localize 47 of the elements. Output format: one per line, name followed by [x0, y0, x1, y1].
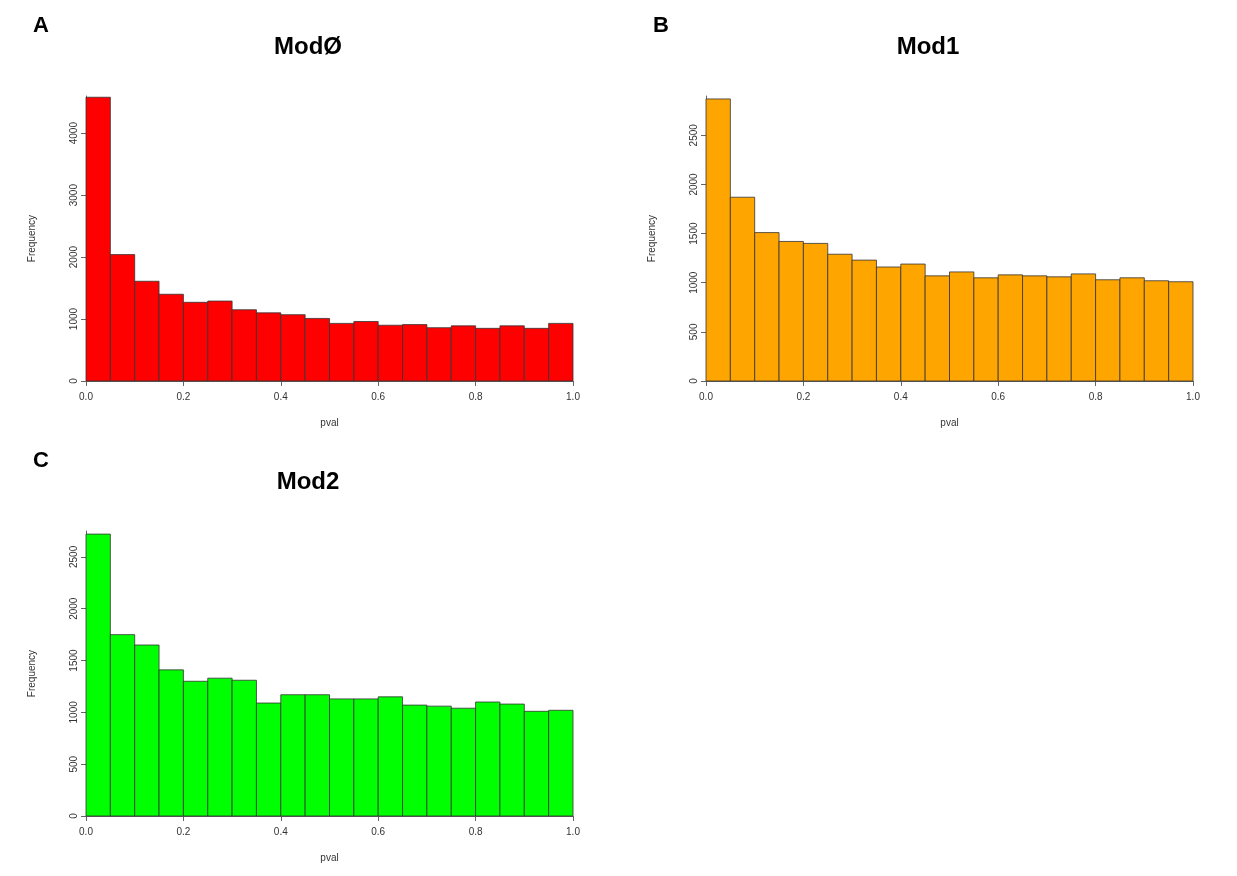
- x-tick-label: 1.0: [566, 390, 581, 402]
- y-tick-label: 4000: [67, 121, 79, 145]
- x-tick-label: 0.0: [79, 390, 94, 402]
- x-tick-label: 0.0: [699, 390, 714, 402]
- x-tick-label: 0.2: [176, 825, 191, 837]
- y-axis-title: Frequency: [25, 214, 37, 263]
- x-tick-label: 0.6: [371, 390, 386, 402]
- x-tick-label: 0.2: [796, 390, 811, 402]
- y-tick-label: 0: [67, 377, 79, 384]
- y-tick-label: 1000: [67, 307, 79, 331]
- x-tick-label: 0.2: [176, 390, 191, 402]
- x-tick-label: 0.4: [273, 390, 289, 402]
- chart-title: ModØ: [274, 31, 342, 59]
- x-tick-label: 1.0: [1186, 390, 1201, 402]
- x-tick-label: 1.0: [566, 825, 581, 837]
- y-tick-label: 1000: [687, 271, 699, 294]
- x-axis-title: pval: [320, 416, 339, 428]
- x-tick-label: 0.4: [893, 390, 909, 402]
- x-tick-label: 0.6: [991, 390, 1006, 402]
- text: C: [33, 446, 49, 472]
- y-tick-label: 2500: [687, 123, 699, 147]
- x-tick-label: 0.8: [468, 390, 483, 402]
- y-tick-label: 2000: [687, 172, 699, 196]
- x-tick-label: 0.4: [273, 825, 289, 837]
- y-tick-label: 0: [687, 377, 699, 384]
- text: A: [33, 11, 49, 37]
- y-tick-label: 1000: [67, 700, 79, 724]
- text: B: [653, 11, 669, 37]
- chart-title: Mod1: [896, 31, 960, 59]
- y-axis-title: Frequency: [25, 649, 37, 698]
- y-tick-label: 2500: [67, 545, 79, 569]
- y-axis-title: Frequency: [645, 214, 657, 263]
- chart-title: Mod2: [276, 466, 340, 494]
- y-tick-label: 0: [67, 812, 79, 819]
- x-axis-title: pval: [940, 416, 959, 428]
- y-tick-label: 3000: [67, 183, 79, 207]
- x-tick-label: 0.0: [79, 825, 94, 837]
- y-tick-label: 500: [687, 323, 699, 341]
- x-tick-label: 0.6: [371, 825, 386, 837]
- y-tick-label: 2000: [67, 245, 79, 269]
- x-axis-title: pval: [320, 851, 339, 863]
- y-tick-label: 1500: [67, 648, 79, 672]
- y-tick-label: 2000: [67, 597, 79, 620]
- x-tick-label: 0.8: [468, 825, 483, 837]
- y-tick-label: 1500: [687, 222, 699, 245]
- x-tick-label: 0.8: [1088, 390, 1103, 402]
- y-tick-label: 500: [67, 755, 79, 773]
